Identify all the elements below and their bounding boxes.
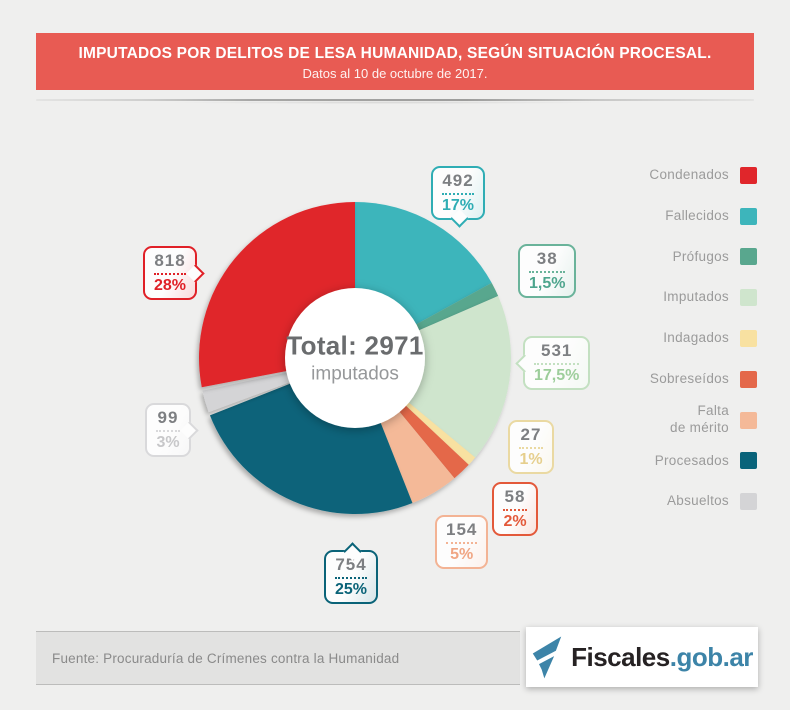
- legend-item-falta-de-m-rito: Falta de mérito: [649, 400, 757, 441]
- callout-condenados: 818 28%: [143, 246, 205, 300]
- legend-label: Absueltos: [667, 493, 729, 509]
- legend-swatch: [740, 411, 757, 429]
- header-divider: [36, 99, 754, 104]
- legend-item-indagados: Indagados: [649, 318, 757, 359]
- callout-value: 492: [442, 171, 475, 195]
- callout-value: 58: [503, 487, 527, 511]
- legend-swatch: [740, 370, 757, 388]
- legend-label: Falta de mérito: [670, 403, 729, 436]
- legend-label: Procesados: [654, 452, 729, 468]
- page-title: IMPUTADOS POR DELITOS DE LESA HUMANIDAD,…: [78, 45, 712, 62]
- legend-item-sobrese-dos: Sobreseídos: [649, 359, 757, 400]
- callout-percent: 17%: [442, 196, 475, 214]
- legend-swatch: [740, 248, 757, 266]
- legend-swatch: [740, 207, 757, 225]
- callout-value: 99: [156, 408, 180, 432]
- source-text: Fuente: Procuraduría de Crímenes contra …: [52, 650, 400, 666]
- callout-percent: 2%: [503, 512, 527, 530]
- legend-label: Prófugos: [672, 248, 729, 264]
- callout-value: 531: [534, 341, 580, 365]
- fiscales-bolt-icon: [532, 636, 562, 679]
- callout-value: 154: [446, 520, 478, 544]
- callout-indagados: 27 1%: [508, 420, 554, 474]
- legend-swatch: [740, 493, 757, 511]
- header-banner: IMPUTADOS POR DELITOS DE LESA HUMANIDAD,…: [36, 33, 754, 90]
- logo-text-black: Fiscales: [571, 641, 670, 672]
- callout-percent: 3%: [156, 433, 180, 451]
- callout-percent: 17,5%: [534, 366, 580, 384]
- fiscales-logo: Fiscales.gob.ar: [526, 627, 758, 687]
- legend-item-fallecidos: Fallecidos: [649, 196, 757, 237]
- legend-swatch: [740, 452, 757, 470]
- legend-item-imputados: Imputados: [649, 277, 757, 318]
- legend-item-condenados: Condenados: [649, 155, 757, 196]
- legend-swatch: [740, 166, 757, 184]
- callout-procesados: 754 25%: [324, 542, 379, 604]
- legend-swatch: [740, 289, 757, 307]
- callout-value: 754: [335, 555, 368, 579]
- chart-legend: Condenados Fallecidos Prófugos Imputados Ind…: [649, 155, 757, 522]
- legend-label: Indagados: [663, 330, 729, 346]
- callout-percent: 5%: [450, 545, 474, 563]
- fiscales-logo-text: Fiscales.gob.ar: [571, 642, 753, 673]
- page-subtitle: Datos al 10 de octubre de 2017.: [302, 66, 488, 82]
- callout-value: 818: [154, 251, 187, 275]
- callout-percent: 28%: [154, 276, 187, 294]
- source-box: Fuente: Procuraduría de Crímenes contra …: [36, 631, 520, 685]
- callout-pr-fugos: 38 1,5%: [518, 244, 577, 298]
- legend-swatch: [740, 330, 757, 348]
- legend-label: Imputados: [663, 289, 729, 305]
- callout-percent: 25%: [335, 580, 368, 598]
- callout-imputados: 531 17,5%: [515, 336, 591, 390]
- legend-label: Condenados: [649, 166, 729, 182]
- callout-falta-de-m-rito: 154 5%: [435, 515, 489, 569]
- callout-percent: 1%: [519, 450, 543, 468]
- callout-value: 38: [529, 249, 566, 273]
- callout-value: 27: [519, 425, 543, 449]
- legend-item-pr-fugos: Prófugos: [649, 237, 757, 278]
- callout-sobrese-dos: 58 2%: [492, 482, 538, 536]
- donut-hole: [285, 288, 425, 428]
- callout-absueltos: 99 3%: [145, 403, 199, 457]
- legend-item-procesados: Procesados: [649, 441, 757, 482]
- legend-label: Fallecidos: [665, 207, 729, 223]
- legend-label: Sobreseídos: [649, 370, 729, 386]
- donut-chart: [155, 158, 555, 558]
- callout-percent: 1,5%: [529, 274, 566, 292]
- legend-item-absueltos: Absueltos: [649, 481, 757, 522]
- pie-slice-imputados: [355, 296, 512, 458]
- logo-text-blue: .gob.ar: [669, 641, 754, 672]
- callout-fallecidos: 492 17%: [431, 166, 486, 228]
- donut-chart-svg: [198, 201, 512, 515]
